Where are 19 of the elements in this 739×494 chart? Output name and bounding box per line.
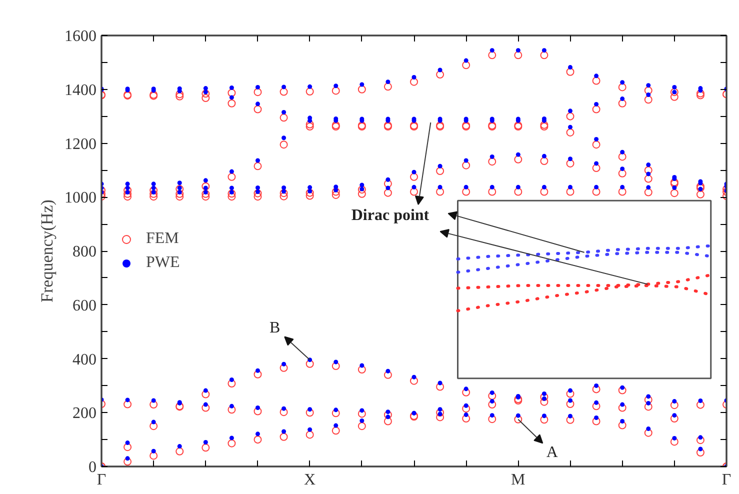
y-tick-label: 1000: [64, 190, 96, 207]
y-tick-label: 200: [72, 405, 96, 422]
x-tick-label: Γ: [96, 472, 106, 488]
y-tick-label: 400: [72, 351, 96, 368]
annotation: Dirac point: [351, 206, 430, 224]
y-tick-label: 1200: [64, 136, 96, 153]
annotation: B: [269, 319, 280, 336]
annotation: A: [546, 444, 558, 461]
y-axis-title: Frequency(Hz): [38, 200, 56, 302]
y-tick-label: 1600: [64, 28, 96, 45]
x-tick-label: M: [511, 472, 526, 488]
x-tick-label: X: [304, 472, 316, 488]
y-tick-label: 600: [72, 297, 96, 314]
legend-label: PWE: [146, 254, 180, 272]
y-tick-label: 800: [72, 244, 96, 260]
y-tick-label: 1400: [64, 82, 96, 99]
legend-label: FEM: [146, 230, 179, 248]
y-tick-label: 0: [88, 459, 96, 476]
x-tick-label: Γ: [722, 472, 732, 488]
